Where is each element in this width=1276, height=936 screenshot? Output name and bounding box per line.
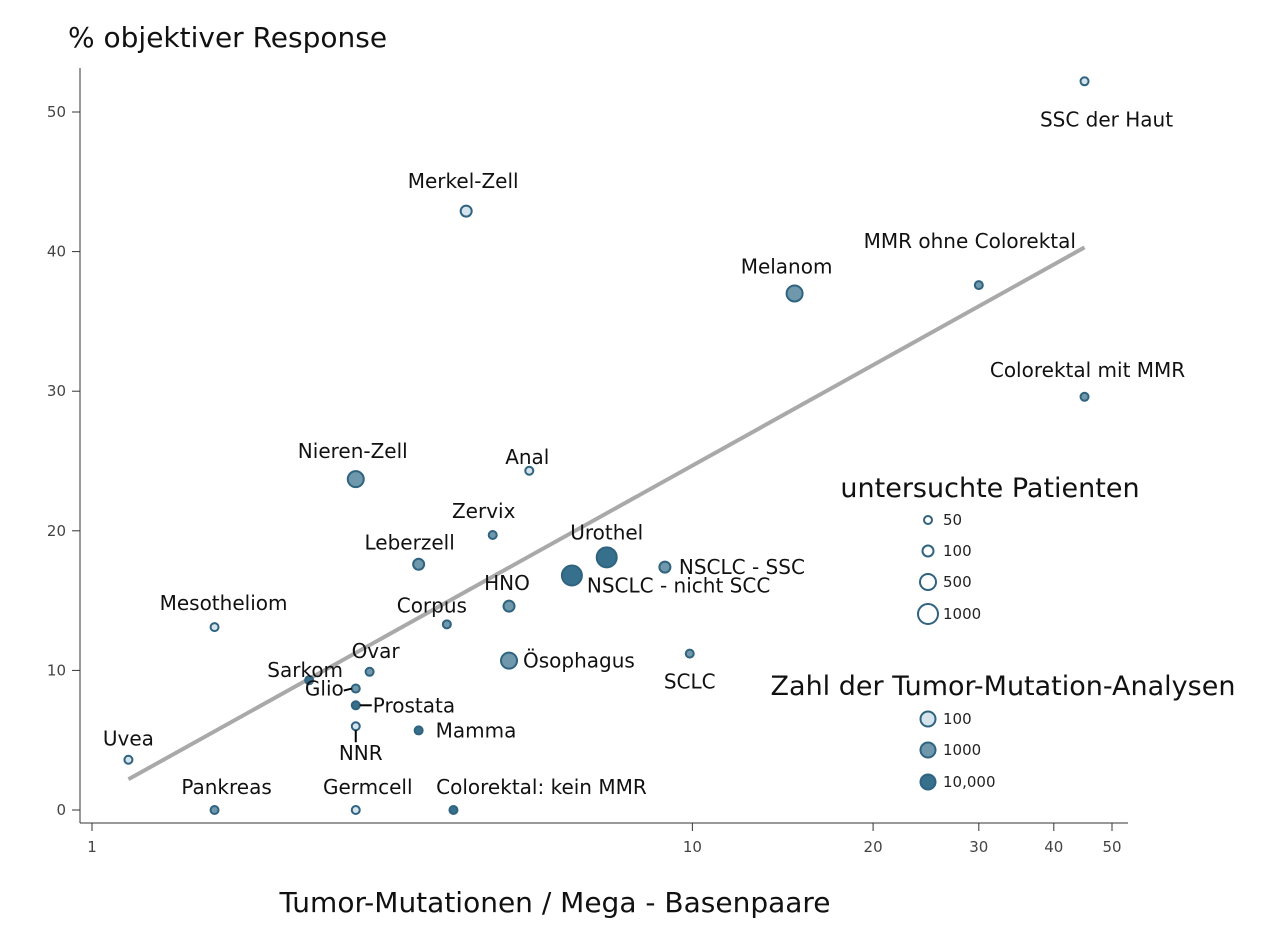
data-point xyxy=(487,529,498,540)
point-label: NNR xyxy=(339,741,383,765)
point-label: Prostata xyxy=(373,693,455,717)
x-tick-label: 50 xyxy=(1102,838,1121,856)
point-label: Zervix xyxy=(452,499,516,523)
data-point xyxy=(209,622,220,633)
data-point xyxy=(500,651,519,670)
x-tick-label: 30 xyxy=(969,838,988,856)
point-label: Uvea xyxy=(103,727,154,751)
point-label: Colorektal: kein MMR xyxy=(436,775,647,799)
point-label: SCLC xyxy=(664,670,716,694)
legend-analyses-title: Zahl der Tumor-Mutation-Analysen xyxy=(771,671,1236,702)
data-point xyxy=(560,564,583,587)
point-label: MMR ohne Colorektal xyxy=(864,229,1076,253)
data-point xyxy=(524,465,535,476)
legend-color-label: 10,000 xyxy=(943,773,996,791)
data-point xyxy=(350,805,361,815)
point-label: Germcell xyxy=(323,775,413,799)
x-tick-label: 40 xyxy=(1044,838,1063,856)
point-label: Mesotheliom xyxy=(160,591,288,615)
legend-size-label: 50 xyxy=(943,511,962,529)
point-label: Urothel xyxy=(570,520,643,544)
data-point xyxy=(1079,76,1090,87)
y-tick-label: 50 xyxy=(47,103,66,121)
y-tick-label: 40 xyxy=(47,243,66,261)
legend-color-marker xyxy=(919,741,937,759)
x-tick-label: 1 xyxy=(87,838,97,856)
legend-size-marker xyxy=(923,515,933,525)
data-point xyxy=(1079,391,1090,402)
leader-line xyxy=(343,687,353,692)
legend-size-marker xyxy=(921,544,935,558)
legend-color-marker xyxy=(919,710,937,728)
data-point xyxy=(364,666,375,677)
point-label: Anal xyxy=(505,445,549,469)
point-label: Mamma xyxy=(436,718,517,742)
legend-color-marker xyxy=(919,773,937,791)
point-label: HNO xyxy=(484,571,530,595)
data-point xyxy=(502,599,516,613)
legend-size-label: 100 xyxy=(943,542,972,560)
y-tick-label: 10 xyxy=(47,661,66,679)
legend-patients-title: untersuchte Patienten xyxy=(840,473,1139,504)
y-tick-label: 30 xyxy=(47,382,66,400)
data-point xyxy=(595,546,618,569)
data-point xyxy=(350,683,361,694)
data-point xyxy=(350,700,361,711)
data-point xyxy=(459,204,473,218)
point-label: Glio xyxy=(305,677,344,701)
point-label: Melanom xyxy=(741,254,833,278)
point-label: NSCLC - nicht SCC xyxy=(587,573,770,597)
data-point xyxy=(785,284,804,303)
point-label: Colorektal mit MMR xyxy=(990,358,1185,382)
data-point xyxy=(346,470,365,489)
data-point xyxy=(448,805,459,815)
point-label: NSCLC - SSC xyxy=(679,555,805,579)
data-point xyxy=(412,557,426,571)
point-label: Nieren-Zell xyxy=(298,439,408,463)
legend-color-label: 100 xyxy=(943,710,972,728)
legend-color-label: 1000 xyxy=(943,741,981,759)
x-tick-label: 10 xyxy=(683,838,702,856)
trend-line xyxy=(127,245,1086,782)
x-axis-title: Tumor-Mutationen / Mega - Basenpaare xyxy=(278,886,830,919)
data-point xyxy=(658,560,672,574)
y-axis-title: % objektiver Response xyxy=(68,21,387,54)
data-point xyxy=(350,721,361,732)
point-label: Merkel-Zell xyxy=(408,169,519,193)
legend-size-label: 500 xyxy=(943,573,972,591)
x-tick-label: 20 xyxy=(864,838,883,856)
point-label: Leberzell xyxy=(365,530,455,554)
data-point xyxy=(973,280,984,291)
data-point xyxy=(413,725,424,736)
legend-size-label: 1000 xyxy=(943,605,981,623)
legend-size-marker xyxy=(917,603,939,625)
data-point xyxy=(123,754,134,765)
y-tick-label: 0 xyxy=(56,801,66,819)
point-label: SSC der Haut xyxy=(1040,107,1173,131)
data-point xyxy=(304,675,315,686)
legend-size-marker xyxy=(919,573,937,591)
point-label: Sarkom xyxy=(267,658,343,682)
point-label: Ovar xyxy=(352,639,401,663)
point-label: Ösophagus xyxy=(523,649,635,673)
y-tick-label: 20 xyxy=(47,522,66,540)
data-point xyxy=(441,619,452,630)
point-label: Corpus xyxy=(397,593,467,617)
point-label: Pankreas xyxy=(181,775,271,799)
data-point xyxy=(684,648,695,659)
data-point xyxy=(209,805,220,815)
